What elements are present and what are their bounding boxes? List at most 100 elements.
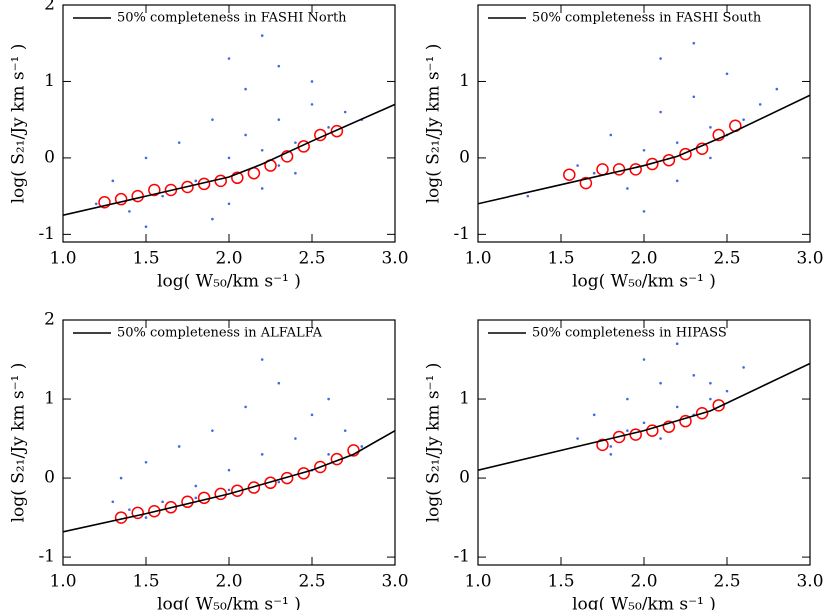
data-point bbox=[161, 194, 164, 198]
binned-point bbox=[579, 176, 593, 190]
panel: 50% completeness in HIPASS 1.0 1.5 2.0 2.5 3.… bbox=[424, 319, 824, 610]
y-tick-label: 0 bbox=[44, 468, 55, 488]
data-point bbox=[675, 405, 679, 409]
binned-point bbox=[314, 460, 327, 474]
data-point bbox=[244, 405, 247, 409]
data-point bbox=[294, 171, 297, 175]
binned-point bbox=[280, 150, 294, 163]
x-tick-label: 2.0 bbox=[215, 572, 242, 592]
data-point bbox=[244, 87, 247, 91]
data-point bbox=[277, 381, 281, 385]
data-point bbox=[260, 358, 264, 361]
x-axis-label: log( W₅₀/km s⁻¹ ) bbox=[157, 272, 301, 292]
data-point bbox=[227, 202, 231, 206]
plot-area bbox=[478, 342, 810, 471]
data-point bbox=[775, 87, 779, 91]
y-tick-label: 0 bbox=[44, 147, 55, 167]
data-point bbox=[742, 366, 745, 369]
axes-frame bbox=[477, 319, 811, 566]
x-tick-label: 3.0 bbox=[796, 572, 823, 592]
x-tick-label: 1.5 bbox=[547, 572, 574, 592]
panel: 50% completeness in ALFALFA 1.0 1.5 2.0 2.5 3… bbox=[9, 310, 409, 610]
data-point bbox=[194, 179, 198, 183]
data-point bbox=[609, 453, 613, 456]
binned-point bbox=[679, 414, 692, 428]
data-point bbox=[294, 141, 297, 144]
binned-point bbox=[231, 171, 244, 185]
data-point bbox=[675, 342, 679, 346]
x-tick-label: 2.0 bbox=[630, 572, 657, 592]
data-point bbox=[260, 453, 264, 456]
x-tick-label: 1.5 bbox=[132, 249, 159, 269]
binned-point bbox=[164, 501, 178, 514]
data-point bbox=[119, 476, 123, 480]
binned-point bbox=[612, 163, 626, 176]
data-point bbox=[327, 126, 330, 129]
binned-point bbox=[181, 180, 194, 194]
data-point bbox=[277, 480, 281, 484]
binned-point bbox=[629, 428, 642, 441]
data-point bbox=[343, 429, 347, 432]
data-point bbox=[526, 194, 530, 198]
x-tick-label: 3.0 bbox=[381, 572, 408, 592]
y-tick-label: 1 bbox=[44, 71, 55, 91]
data-point bbox=[111, 179, 115, 183]
x-tick-label: 1.0 bbox=[49, 572, 76, 592]
data-point bbox=[294, 437, 297, 440]
data-point bbox=[227, 488, 231, 492]
axes-frame bbox=[477, 4, 811, 243]
binned-point bbox=[679, 147, 692, 161]
binned-point bbox=[596, 438, 609, 452]
data-point bbox=[360, 445, 364, 448]
data-point bbox=[277, 64, 281, 68]
data-point bbox=[327, 453, 330, 456]
data-point bbox=[709, 397, 712, 401]
y-axis-label: log( S₂₁/Jy km s⁻¹ ) bbox=[424, 363, 444, 523]
data-point bbox=[211, 118, 214, 121]
x-axis-label: log( W₅₀/km s⁻¹ ) bbox=[572, 595, 716, 610]
x-tick-label: 1.0 bbox=[464, 249, 491, 269]
data-point bbox=[194, 484, 198, 488]
legend-label: 50% completeness in HIPASS bbox=[532, 326, 727, 341]
data-point bbox=[659, 110, 662, 114]
plot-area bbox=[478, 41, 810, 213]
binned-point bbox=[612, 430, 626, 444]
data-point bbox=[327, 397, 330, 401]
data-point bbox=[128, 210, 131, 213]
y-tick-label: 0 bbox=[459, 147, 470, 167]
data-point bbox=[227, 156, 231, 160]
panel: 50% completeness in FASHI South 1.0 1.5 2.0… bbox=[424, 4, 824, 292]
axes-frame bbox=[62, 4, 396, 243]
data-point bbox=[260, 187, 264, 190]
data-point bbox=[211, 429, 214, 432]
binned-point bbox=[164, 183, 178, 197]
data-point bbox=[642, 421, 646, 425]
data-point bbox=[709, 381, 712, 385]
data-point bbox=[659, 437, 662, 440]
y-axis-label: log( S₂₁/Jy km s⁻¹ ) bbox=[424, 44, 444, 204]
data-point bbox=[576, 164, 579, 167]
data-point bbox=[260, 148, 264, 152]
data-point bbox=[725, 389, 729, 393]
x-tick-label: 2.5 bbox=[713, 249, 740, 269]
y-tick-label: 1 bbox=[459, 389, 470, 409]
plot-area bbox=[63, 34, 395, 229]
data-point bbox=[609, 133, 613, 137]
data-point bbox=[144, 156, 148, 160]
x-tick-label: 2.0 bbox=[630, 249, 657, 269]
data-point bbox=[343, 110, 347, 114]
data-point bbox=[659, 57, 662, 60]
y-tick-label: 2 bbox=[44, 0, 55, 15]
binned-point bbox=[330, 124, 344, 138]
data-point bbox=[227, 57, 231, 60]
data-point bbox=[675, 141, 679, 144]
binned-point bbox=[131, 506, 144, 520]
data-point bbox=[111, 500, 115, 504]
data-point bbox=[675, 179, 679, 183]
x-tick-label: 1.5 bbox=[547, 249, 574, 269]
completeness-line bbox=[478, 362, 810, 471]
legend-label: 50% completeness in FASHI North bbox=[117, 11, 347, 26]
x-tick-label: 1.5 bbox=[132, 572, 159, 592]
data-point bbox=[609, 445, 613, 448]
data-point bbox=[692, 374, 696, 377]
